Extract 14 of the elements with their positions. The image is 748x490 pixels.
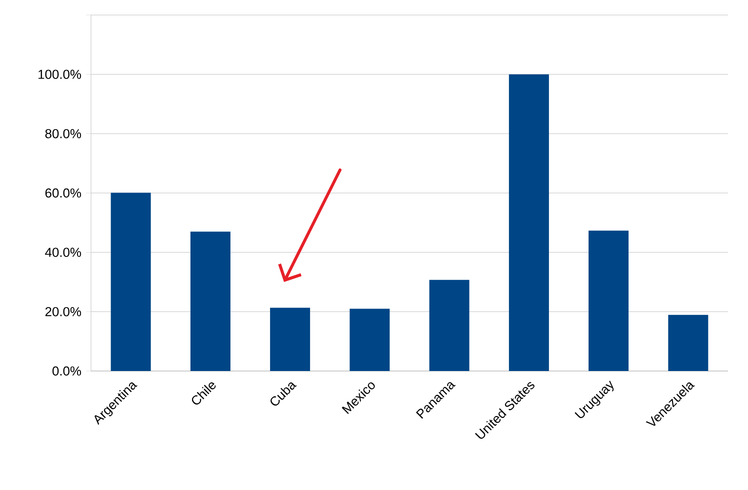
- bar: [190, 232, 230, 371]
- y-tick-label: 60.0%: [45, 188, 82, 198]
- y-tick-label: 0.0%: [52, 366, 82, 376]
- bar: [429, 280, 470, 371]
- bar: [350, 308, 390, 371]
- y-tick-label: 80.0%: [45, 129, 82, 138]
- bar: [668, 314, 708, 371]
- y-tick-label: 40.0%: [45, 248, 82, 257]
- bar: [508, 74, 549, 371]
- bar: [270, 308, 310, 371]
- y-tick-label: 100.0%: [38, 70, 82, 79]
- y-tick-label: 20.0%: [45, 307, 82, 316]
- bar: [110, 192, 151, 371]
- bar: [588, 230, 629, 371]
